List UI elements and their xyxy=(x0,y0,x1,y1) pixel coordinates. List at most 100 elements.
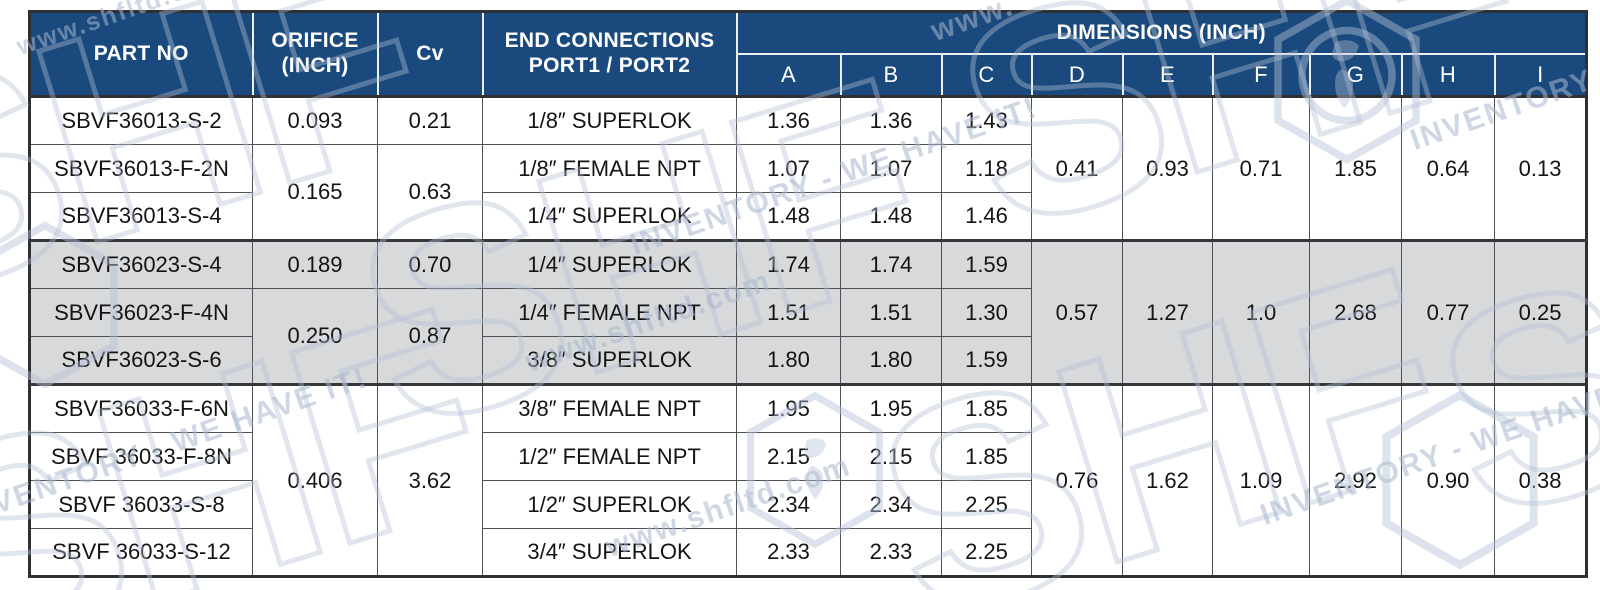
col-header-end-connections: END CONNECTIONS PORT1 / PORT2 xyxy=(481,10,738,98)
cell-dim-c: 1.85 xyxy=(941,383,1032,433)
cell-dim-g-merged: 2.68 xyxy=(1309,239,1402,385)
cell-orifice: 0.189 xyxy=(252,239,378,289)
col-header-dim-a: A xyxy=(735,52,842,98)
cell-dim-a: 2.15 xyxy=(736,432,841,481)
cell-dim-b: 2.15 xyxy=(840,432,942,481)
table-header: PART NO ORIFICE (INCH) Cv END CONNECTION… xyxy=(28,10,1588,98)
cell-dim-c: 2.25 xyxy=(941,480,1032,529)
cell-end-connection: 3/4″ SUPERLOK xyxy=(482,528,737,577)
cell-part-no: SBVF 36033-S-12 xyxy=(29,528,253,577)
col-header-dim-e: E xyxy=(1121,52,1214,98)
cell-dim-c: 2.25 xyxy=(941,528,1032,577)
cell-orifice-merged: 0.406 xyxy=(252,383,378,577)
end-connections-label-line1: END CONNECTIONS xyxy=(504,29,715,53)
cell-orifice: 0.093 xyxy=(252,96,378,145)
cell-part-no: SBVF36013-S-4 xyxy=(29,192,253,241)
table-row: SBVF 36033-S-8 1/2″ SUPERLOK 2.34 2.34 2… xyxy=(29,480,1587,529)
col-header-orifice: ORIFICE (INCH) xyxy=(251,10,379,98)
valve-spec-table: PART NO ORIFICE (INCH) Cv END CONNECTION… xyxy=(28,10,1589,578)
cell-part-no: SBVF36023-F-4N xyxy=(29,288,253,337)
cell-orifice-merged: 0.250 xyxy=(252,288,378,385)
cell-dim-a: 1.95 xyxy=(736,383,841,433)
cell-cv-merged: 0.87 xyxy=(377,288,483,385)
cell-dim-b: 1.95 xyxy=(840,383,942,433)
col-header-dim-i: I xyxy=(1493,52,1588,98)
cell-dim-c: 1.59 xyxy=(941,239,1032,289)
col-header-dim-c: C xyxy=(940,52,1033,98)
table-row: SBVF36013-S-4 1/4″ SUPERLOK 1.48 1.48 1.… xyxy=(29,192,1587,241)
cell-part-no: SBVF 36033-F-8N xyxy=(29,432,253,481)
cell-dim-e-merged: 1.27 xyxy=(1122,239,1213,385)
cell-dim-b: 1.80 xyxy=(840,336,942,385)
col-header-dim-h: H xyxy=(1400,52,1496,98)
spec-table-container: PART NO ORIFICE (INCH) Cv END CONNECTION… xyxy=(28,10,1589,578)
header-row-dimension-letters: A B C D E F G H I xyxy=(30,52,1588,98)
col-header-dim-d: D xyxy=(1030,52,1124,98)
cell-dim-i-merged: 0.38 xyxy=(1493,383,1588,577)
cell-dim-b: 2.33 xyxy=(840,528,942,577)
cell-end-connection: 1/4″ SUPERLOK xyxy=(482,239,737,289)
cell-end-connection: 1/8″ FEMALE NPT xyxy=(482,144,737,193)
cell-dim-b: 1.07 xyxy=(840,144,942,193)
cell-dim-b: 1.48 xyxy=(840,192,942,241)
cell-part-no: SBVF36023-S-4 xyxy=(29,239,253,289)
cell-part-no: SBVF 36033-S-8 xyxy=(29,480,253,529)
cell-dim-c: 1.43 xyxy=(941,96,1032,145)
cell-dim-c: 1.18 xyxy=(941,144,1032,193)
cell-dim-i-merged: 0.25 xyxy=(1493,239,1588,385)
cell-end-connection: 1/2″ FEMALE NPT xyxy=(482,432,737,481)
cell-dim-g-merged: 1.85 xyxy=(1309,96,1402,241)
col-header-dim-f: F xyxy=(1211,52,1311,98)
cell-dim-f-merged: 0.71 xyxy=(1212,96,1310,241)
cell-cv: 0.21 xyxy=(377,96,483,145)
cell-part-no: SBVF36023-S-6 xyxy=(29,336,253,385)
cell-end-connection: 1/8″ SUPERLOK xyxy=(482,96,737,145)
col-header-dim-b: B xyxy=(839,52,943,98)
table-row: SBVF 36033-S-12 3/4″ SUPERLOK 2.33 2.33 … xyxy=(29,528,1587,577)
cell-dim-a: 1.74 xyxy=(736,239,841,289)
cell-dim-a: 1.80 xyxy=(736,336,841,385)
table-row: SBVF36013-S-2 0.093 0.21 1/8″ SUPERLOK 1… xyxy=(29,96,1588,241)
cell-dim-b: 1.74 xyxy=(840,239,942,289)
cell-dim-f-merged: 1.09 xyxy=(1212,383,1310,577)
cell-dim-d-merged: 0.76 xyxy=(1031,383,1123,577)
cell-part-no: SBVF36013-F-2N xyxy=(29,144,253,193)
col-header-dim-g: G xyxy=(1308,52,1403,98)
cell-dim-a: 1.36 xyxy=(736,96,841,145)
table-body: SBVF36013-S-2 0.093 0.21 1/8″ SUPERLOK 1… xyxy=(29,96,1588,577)
cell-dim-a: 2.34 xyxy=(736,480,841,529)
orifice-label-line1: ORIFICE xyxy=(271,29,359,53)
cell-part-no: SBVF36033-F-6N xyxy=(29,383,253,433)
table-row: SBVF36023-S-4 0.189 0.70 1/4″ SUPERLOK 1… xyxy=(29,239,1588,385)
cell-dim-b: 2.34 xyxy=(840,480,942,529)
col-header-dimensions: DIMENSIONS (INCH) xyxy=(735,10,1588,55)
cell-dim-c: 1.85 xyxy=(941,432,1032,481)
cell-end-connection: 3/8″ SUPERLOK xyxy=(482,336,737,385)
cell-dim-g-merged: 2.92 xyxy=(1309,383,1402,577)
table-row: SBVF 36033-F-8N 1/2″ FEMALE NPT 2.15 2.1… xyxy=(29,432,1587,481)
cell-cv-merged: 3.62 xyxy=(377,383,483,577)
cell-dim-f-merged: 1.0 xyxy=(1212,239,1310,385)
end-connections-label-line2: PORT1 / PORT2 xyxy=(528,54,691,77)
header-row-main: PART NO ORIFICE (INCH) Cv END CONNECTION… xyxy=(28,10,1588,98)
cell-cv-merged: 0.63 xyxy=(377,144,483,241)
cell-end-connection: 1/4″ SUPERLOK xyxy=(482,192,737,241)
col-header-part-no: PART NO xyxy=(28,10,254,98)
table-row: SBVF36013-F-2N 0.165 0.63 1/8″ FEMALE NP… xyxy=(29,144,1587,241)
col-header-cv: Cv xyxy=(376,10,484,98)
cell-dim-a: 2.33 xyxy=(736,528,841,577)
orifice-label-line2: (INCH) xyxy=(281,54,349,77)
cell-dim-c: 1.46 xyxy=(941,192,1032,241)
cell-end-connection: 1/4″ FEMALE NPT xyxy=(482,288,737,337)
cell-dim-a: 1.07 xyxy=(736,144,841,193)
cell-dim-d-merged: 0.57 xyxy=(1031,239,1123,385)
table-row: SBVF36023-F-4N 0.250 0.87 1/4″ FEMALE NP… xyxy=(29,288,1587,385)
cell-dim-a: 1.48 xyxy=(736,192,841,241)
table-row: SBVF36033-F-6N 0.406 3.62 3/8″ FEMALE NP… xyxy=(29,383,1588,577)
cell-dim-h-merged: 0.77 xyxy=(1401,239,1495,385)
cell-dim-b: 1.51 xyxy=(840,288,942,337)
cell-dim-a: 1.51 xyxy=(736,288,841,337)
cell-dim-e-merged: 1.62 xyxy=(1122,383,1213,577)
cell-dim-c: 1.30 xyxy=(941,288,1032,337)
cell-dim-h-merged: 0.90 xyxy=(1401,383,1495,577)
